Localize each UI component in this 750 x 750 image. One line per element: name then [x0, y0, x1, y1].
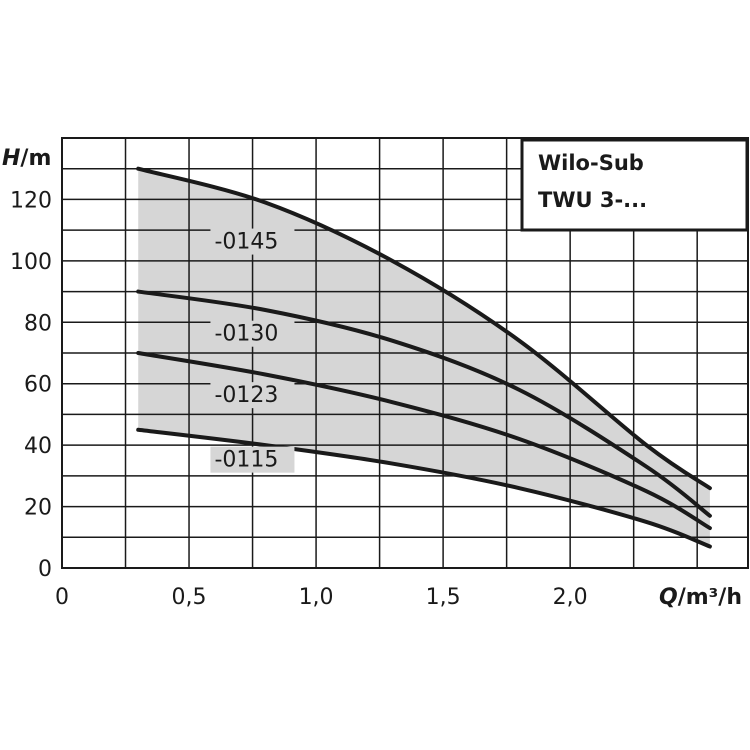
x-axis-variable: Q	[659, 585, 678, 610]
operating-range-band	[138, 168, 710, 547]
series-line-0145	[136, 166, 712, 491]
x-tick-label: 2,0	[553, 585, 588, 610]
curve-label-backdrop	[210, 382, 295, 409]
x-axis-unit: /m³/h	[678, 585, 742, 610]
curve-label-backdrop	[210, 446, 295, 473]
plot-frame	[61, 137, 749, 569]
curves	[136, 166, 712, 549]
curve-label-0123: -0123	[214, 383, 278, 408]
curve-label-0115: -0115	[214, 448, 278, 473]
y-tick-label: 40	[24, 434, 52, 459]
x-axis-label: Q/m³/h	[659, 585, 742, 610]
y-tick-label: 60	[24, 373, 52, 398]
curve-label-0145: -0145	[214, 230, 278, 255]
x-tick-label: 0,5	[172, 585, 207, 610]
y-tick-label: 20	[24, 496, 52, 521]
y-axis-label: H/m	[2, 146, 51, 171]
y-axis-unit: /m	[20, 146, 51, 171]
x-tick-label: 1,0	[299, 585, 334, 610]
curve-label-0130: -0130	[214, 322, 278, 347]
y-tick-label: 0	[38, 557, 52, 582]
tick-labels: 0 0,5 1,0 1,5 2,0 0 20 40 60 80 100 120	[10, 188, 588, 610]
operating-range-fill	[138, 168, 710, 547]
series-line-0123	[136, 351, 712, 531]
y-tick-label: 100	[10, 250, 52, 275]
y-tick-label: 120	[10, 188, 52, 213]
curve-label-backdrop	[210, 320, 295, 347]
y-tick-label: 80	[24, 311, 52, 336]
title-box: Wilo-Sub TWU 3-...	[520, 138, 749, 232]
chart-title-line-2: TWU 3-...	[538, 188, 647, 212]
y-axis-variable: H	[2, 146, 20, 171]
x-tick-label: 1,5	[426, 585, 461, 610]
series-line-0115	[136, 427, 712, 549]
chart-title-line-1: Wilo-Sub	[538, 151, 644, 175]
curve-label-backdrop	[210, 228, 295, 255]
curve-labels: -0145 -0130 -0123 -0115	[210, 228, 295, 473]
x-tick-label: 0	[55, 585, 69, 610]
series-line-0130	[136, 289, 712, 518]
